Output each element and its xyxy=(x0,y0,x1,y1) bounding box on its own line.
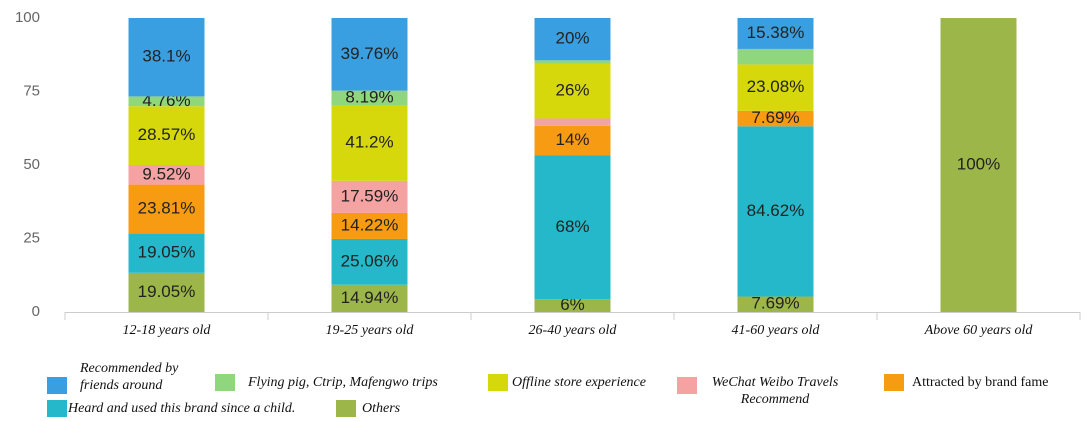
data-label: 7.69% xyxy=(751,108,799,127)
data-label: 41.2% xyxy=(345,133,393,152)
data-label: 20% xyxy=(555,29,589,48)
bar-segment xyxy=(331,105,408,181)
data-label: 25.06% xyxy=(341,251,399,270)
bar-segment xyxy=(128,184,205,234)
bar-segment xyxy=(128,96,205,107)
y-tick-label: 0 xyxy=(32,303,40,320)
bar-segment xyxy=(534,125,611,156)
data-label: 6% xyxy=(560,295,585,314)
data-label: 19.05% xyxy=(138,282,196,301)
legend-swatch xyxy=(336,400,356,417)
legend-label: Attracted by brand fame xyxy=(912,375,1049,390)
legend-swatch xyxy=(215,374,235,391)
data-label: 8.19% xyxy=(345,88,393,107)
data-label: 38.1% xyxy=(142,47,190,66)
data-label: 14.22% xyxy=(341,215,399,234)
data-label: 14.94% xyxy=(341,288,399,307)
bar-segment xyxy=(534,118,611,126)
bar-segment xyxy=(128,272,205,312)
bar-segment xyxy=(534,18,611,61)
bar-segment xyxy=(940,18,1017,312)
x-tick-label: 12-18 years old xyxy=(123,323,212,338)
x-tick-label: 19-25 years old xyxy=(326,323,415,338)
legend-swatch xyxy=(47,377,67,394)
data-label: 26% xyxy=(555,80,589,99)
bar-segment xyxy=(331,284,408,312)
bar-segment xyxy=(331,18,408,91)
bar-segment xyxy=(534,63,611,119)
data-label: 84.62% xyxy=(747,201,805,220)
legend-label: Flying pig, Ctrip, Mafengwo trips xyxy=(248,375,438,390)
legend-label: Heard and used this brand since a child. xyxy=(68,401,296,416)
bar-segment xyxy=(331,180,408,213)
bar-segment xyxy=(128,18,205,97)
bar-segment xyxy=(737,64,814,111)
bar-segment xyxy=(331,90,408,106)
bar-segment xyxy=(534,299,611,312)
data-label: 7.69% xyxy=(751,294,799,313)
bar-segment xyxy=(128,165,205,185)
x-tick-label: 41-60 years old xyxy=(732,323,821,338)
data-label: 100% xyxy=(957,154,1000,173)
data-label: 19.05% xyxy=(138,243,196,262)
data-label: 14% xyxy=(555,130,589,149)
legend-swatch xyxy=(47,400,67,417)
bar-segment xyxy=(737,296,814,312)
data-label: 17.59% xyxy=(341,186,399,205)
legend-swatch xyxy=(677,377,697,394)
bar-segment xyxy=(737,18,814,49)
data-label: 15.38% xyxy=(747,23,805,42)
bar-segment xyxy=(737,48,814,65)
legend-swatch xyxy=(884,374,904,391)
bar-segment xyxy=(534,60,611,64)
y-tick-label: 25 xyxy=(23,229,40,246)
legend-swatch xyxy=(488,374,508,391)
bar-segment xyxy=(128,233,205,273)
legend-label: Others xyxy=(362,401,401,416)
data-label: 9.52% xyxy=(142,164,190,183)
bar-segment xyxy=(331,238,408,285)
x-tick-label: 26-40 years old xyxy=(529,323,618,338)
bar-segment xyxy=(737,110,814,127)
y-tick-label: 50 xyxy=(23,156,40,173)
data-label: 23.81% xyxy=(138,199,196,218)
data-label: 23.08% xyxy=(747,77,805,96)
data-label: 28.57% xyxy=(138,125,196,144)
y-tick-label: 75 xyxy=(23,82,40,99)
x-tick-label: Above 60 years old xyxy=(924,323,1034,338)
data-label: 39.76% xyxy=(341,44,399,63)
bar-segment xyxy=(534,155,611,300)
legend-label: WeChat Weibo Travels Recommend xyxy=(711,375,839,407)
bar-segment xyxy=(737,126,814,297)
bar-segment xyxy=(128,106,205,165)
legend-label: Offline store experience xyxy=(512,375,646,390)
bar-segment xyxy=(331,212,408,239)
legend-label: Recommended by friends around xyxy=(80,361,179,393)
y-tick-label: 100 xyxy=(15,9,40,26)
data-label: 68% xyxy=(555,217,589,236)
